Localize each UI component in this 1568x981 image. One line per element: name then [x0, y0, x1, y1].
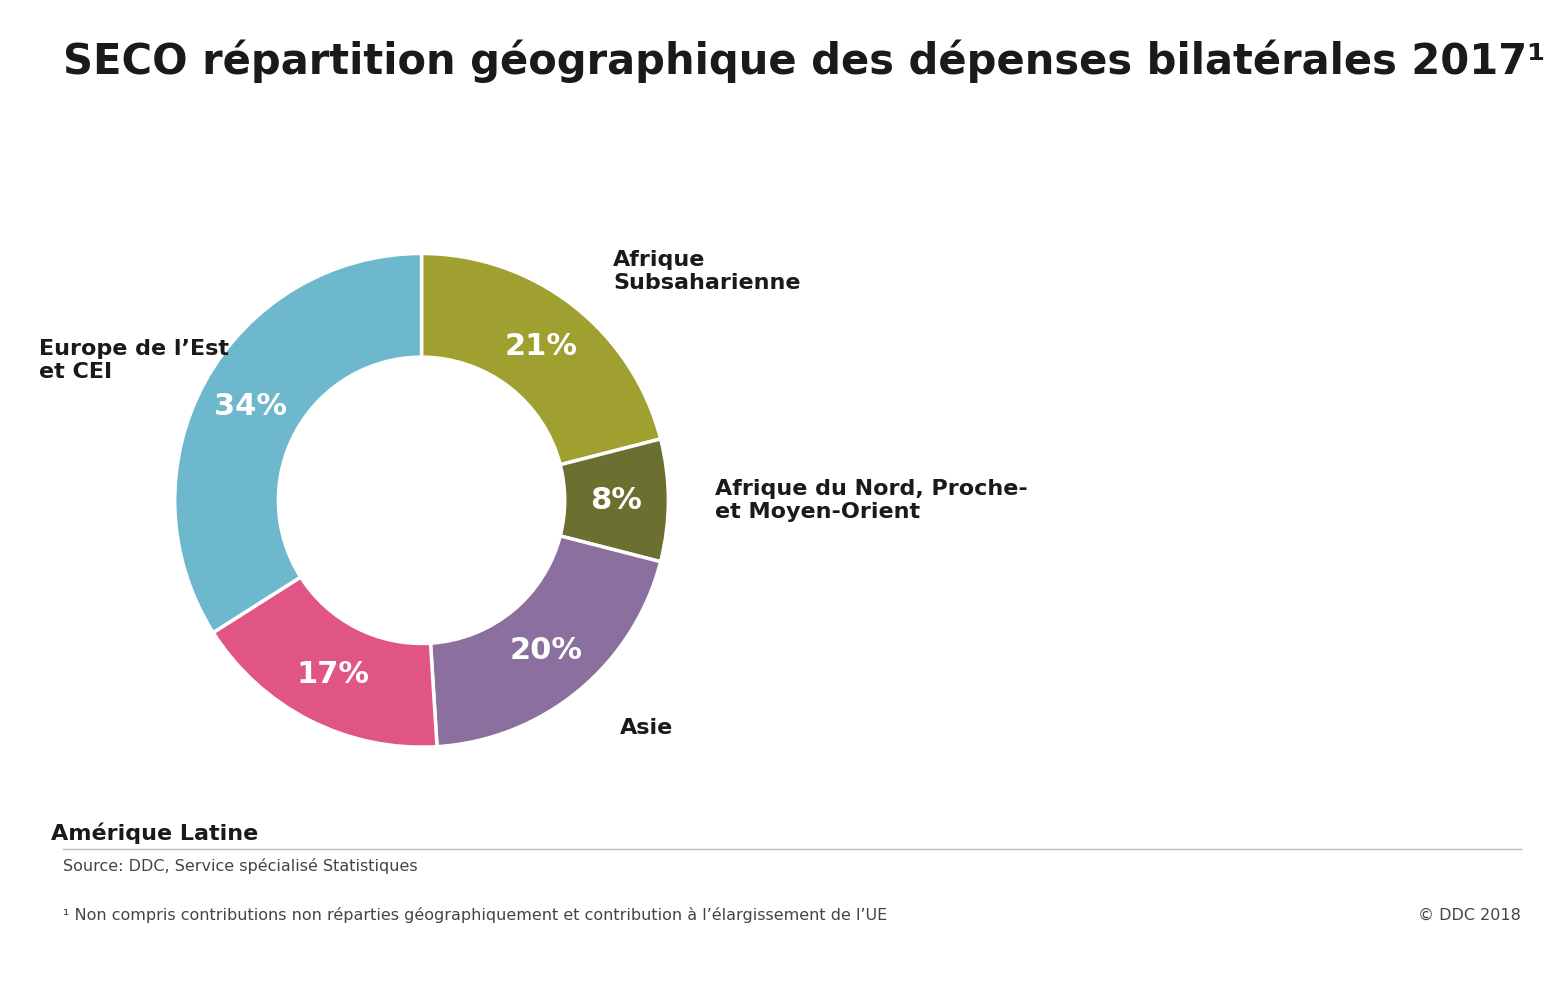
Text: Asie: Asie: [619, 718, 673, 739]
Text: Afrique
Subsaharienne: Afrique Subsaharienne: [613, 250, 801, 293]
Wedge shape: [422, 253, 660, 465]
Text: 8%: 8%: [591, 486, 643, 515]
Text: 20%: 20%: [510, 636, 582, 665]
Text: Source: DDC, Service spécialisé Statistiques: Source: DDC, Service spécialisé Statisti…: [63, 858, 417, 874]
Text: Afrique du Nord, Proche-
et Moyen-Orient: Afrique du Nord, Proche- et Moyen-Orient: [715, 479, 1029, 522]
Text: SECO répartition géographique des dépenses bilatérales 2017¹: SECO répartition géographique des dépens…: [63, 39, 1544, 82]
Wedge shape: [213, 577, 437, 748]
Wedge shape: [431, 536, 660, 747]
Text: 34%: 34%: [215, 391, 287, 421]
Text: Amérique Latine: Amérique Latine: [52, 823, 259, 845]
Wedge shape: [560, 439, 668, 562]
Text: 21%: 21%: [505, 332, 577, 361]
Text: © DDC 2018: © DDC 2018: [1417, 907, 1521, 922]
Text: Europe de l’Est
et CEI: Europe de l’Est et CEI: [39, 339, 229, 383]
Wedge shape: [174, 253, 422, 633]
Text: 17%: 17%: [296, 659, 370, 689]
Text: ¹ Non compris contributions non réparties géographiquement et contribution à l’é: ¹ Non compris contributions non répartie…: [63, 907, 887, 923]
